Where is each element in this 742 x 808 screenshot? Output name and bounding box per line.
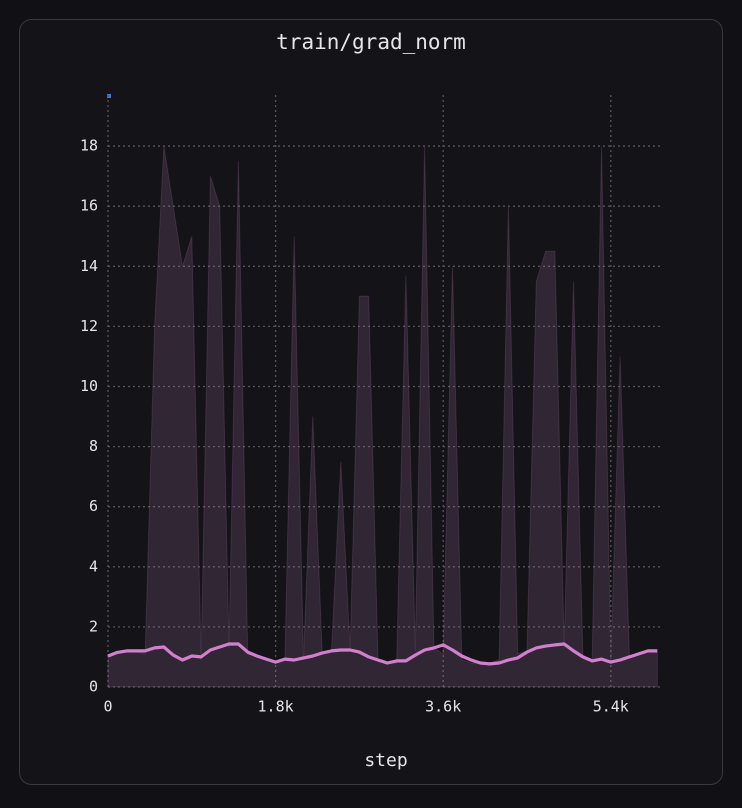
y-tick-label: 16 — [80, 197, 98, 215]
y-tick-label: 12 — [80, 317, 98, 335]
y-tick-label: 2 — [89, 617, 98, 635]
x-axis-label: step — [364, 750, 407, 771]
y-tick-label: 14 — [80, 257, 98, 275]
run-marker — [107, 94, 111, 98]
y-tick-label: 4 — [89, 557, 98, 575]
smoothed-line — [107, 642, 658, 666]
x-tick-label: 1.8k — [258, 698, 294, 716]
y-tick-label: 10 — [80, 377, 98, 395]
chart-title: train/grad_norm — [276, 30, 466, 54]
y-tick-label: 8 — [89, 437, 98, 455]
panel — [19, 19, 723, 785]
y-tick-label: 0 — [89, 678, 98, 696]
y-tick-label: 18 — [80, 137, 98, 155]
y-tick-label: 6 — [89, 497, 98, 515]
x-tick-label: 3.6k — [425, 698, 461, 716]
x-tick-label: 0 — [103, 698, 112, 716]
x-tick-label: 5.4k — [593, 698, 629, 716]
